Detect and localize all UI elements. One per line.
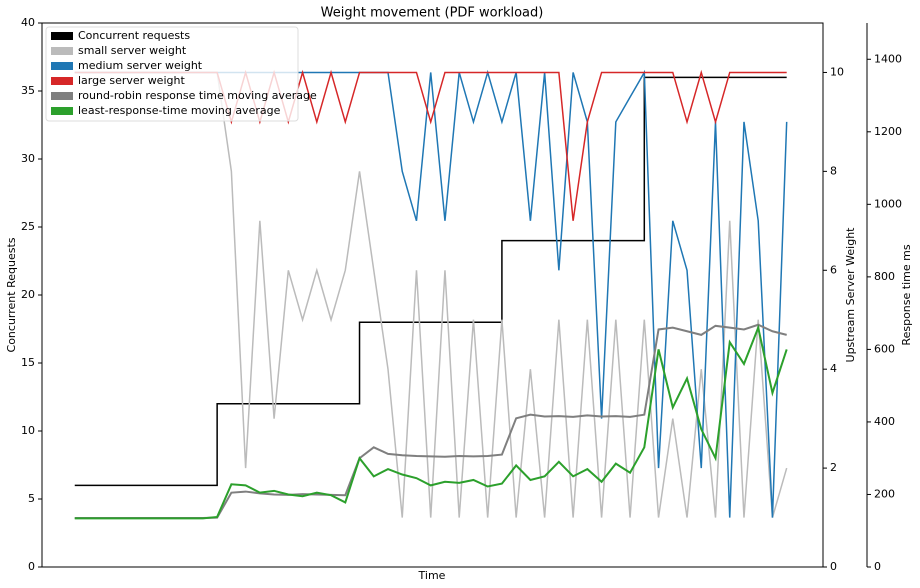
y3-tick-label: 400 <box>874 415 895 428</box>
y2-tick-label: 4 <box>830 362 837 375</box>
legend-box <box>45 26 299 122</box>
y-tick-label: 25 <box>21 220 35 233</box>
y3-tick-label: 1000 <box>874 197 902 210</box>
y3-tick-label: 200 <box>874 487 895 500</box>
y2-axis-label: Upstream Server Weight <box>844 227 857 363</box>
y-axis-label: Concurrent Requests <box>5 237 18 352</box>
series-line <box>74 71 788 518</box>
y-tick-label: 0 <box>28 560 35 573</box>
y3-tick-label: 600 <box>874 342 895 355</box>
series-line <box>74 76 787 487</box>
chart-title: Weight movement (PDF workload) <box>321 6 544 21</box>
legend-swatch <box>51 77 73 85</box>
series-line <box>74 324 788 520</box>
legend-label: Concurrent requests <box>78 29 190 42</box>
y-tick-label: 10 <box>21 424 35 437</box>
legend-label: least-response-time moving average <box>78 104 281 117</box>
series-line <box>74 69 788 518</box>
series-line <box>74 323 787 520</box>
legend-swatch <box>51 47 73 55</box>
y-tick-label: 5 <box>28 492 35 505</box>
y3-tick-label: 1200 <box>874 125 902 138</box>
legend-label: round-robin response time moving average <box>78 89 317 102</box>
y2-tick-label: 2 <box>830 461 837 474</box>
y3-tick-label: 1400 <box>874 52 902 65</box>
y2-tick-label: 10 <box>830 65 844 78</box>
y2-tick-label: 8 <box>830 164 837 177</box>
y3-tick-label: 0 <box>874 560 881 573</box>
x-axis-label: Time <box>418 569 446 582</box>
y2-tick-label: 6 <box>830 263 837 276</box>
legend-label: medium server weight <box>78 59 203 72</box>
y-tick-label: 20 <box>21 288 35 301</box>
y-tick-label: 30 <box>21 152 35 165</box>
y-tick-label: 35 <box>21 84 35 97</box>
y-tick-label: 15 <box>21 356 35 369</box>
y-tick-label: 40 <box>21 16 35 29</box>
legend-swatch <box>51 62 73 70</box>
legend-swatch <box>51 32 73 40</box>
y3-tick-label: 800 <box>874 270 895 283</box>
legend-swatch <box>51 107 73 115</box>
legend-label: small server weight <box>78 44 187 57</box>
legend-swatch <box>51 92 73 100</box>
y3-axis-label: Response time ms <box>900 244 913 345</box>
legend-label: large server weight <box>78 74 185 87</box>
y2-tick-label: 0 <box>830 560 837 573</box>
